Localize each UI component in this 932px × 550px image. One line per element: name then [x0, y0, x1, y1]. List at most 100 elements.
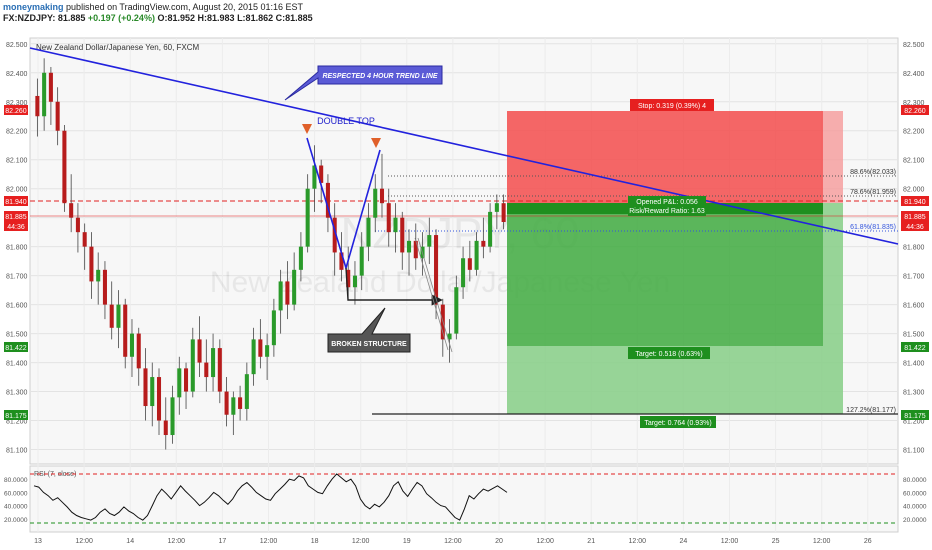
candle-body[interactable] [400, 217, 405, 253]
broken-structure-callout[interactable]: BROKEN STRUCTURE [327, 307, 411, 353]
candle-body[interactable] [136, 333, 141, 369]
target-zone-extension [823, 203, 843, 346]
candle-body[interactable] [82, 232, 87, 247]
candle-body[interactable] [298, 246, 303, 270]
projection-line-2 [417, 237, 453, 353]
candle-body[interactable] [386, 203, 391, 233]
candle-body[interactable] [143, 368, 148, 407]
candle-body[interactable] [292, 269, 297, 305]
y-tick-right: 81.100 [903, 448, 925, 455]
candle-body[interactable] [413, 240, 418, 259]
candle-body[interactable] [332, 217, 337, 253]
candle-body[interactable] [434, 235, 439, 305]
x-tick-label: 12:00 [75, 538, 93, 545]
candle-body[interactable] [373, 188, 378, 218]
projection-line-1 [414, 237, 449, 351]
y-axis-left[interactable]: 82.500 82.400 82.300 82.200 82.100 82.000 81.9… [6, 42, 28, 455]
candle-body[interactable] [271, 310, 276, 346]
candle-body[interactable] [258, 339, 263, 357]
candle-body[interactable] [474, 240, 479, 270]
candle-body[interactable] [224, 391, 229, 415]
candle-body[interactable] [454, 287, 459, 334]
y-tick-left: 81.100 [6, 448, 28, 455]
candle-body[interactable] [89, 246, 94, 282]
candle-body[interactable] [319, 165, 324, 183]
candle-body[interactable] [461, 258, 466, 288]
candle-body[interactable] [123, 304, 128, 357]
candle-body[interactable] [204, 362, 209, 378]
candle-body[interactable] [129, 333, 135, 357]
candle-body[interactable] [501, 203, 506, 223]
candle-body[interactable] [393, 217, 398, 233]
candle-body[interactable] [352, 275, 357, 288]
x-tick-label: 26 [864, 538, 872, 545]
candles[interactable] [35, 58, 506, 450]
candle-body[interactable] [305, 188, 310, 247]
candle-body[interactable] [244, 374, 249, 409]
target-zone[interactable] [507, 203, 823, 346]
candle-body[interactable] [170, 397, 175, 436]
candle-body[interactable] [251, 339, 256, 375]
candle-body[interactable] [231, 397, 236, 415]
candle-body[interactable] [366, 217, 371, 247]
candle-body[interactable] [359, 246, 364, 276]
candle-body[interactable] [427, 235, 432, 247]
candle-body[interactable] [217, 348, 222, 392]
y-tick-right: 81.300 [903, 390, 925, 397]
candle-body[interactable] [238, 397, 243, 409]
candle-body[interactable] [69, 203, 74, 218]
trend-line[interactable] [29, 47, 899, 245]
candle-body[interactable] [339, 252, 344, 270]
stop-zone[interactable] [507, 111, 823, 203]
candle-body[interactable] [211, 348, 216, 378]
y-axis-right[interactable]: 82.500 82.400 82.300 82.200 82.100 82.000 81.9… [903, 42, 925, 455]
candle-body[interactable] [177, 368, 182, 398]
candle-body[interactable] [346, 269, 351, 288]
rsi-line[interactable] [33, 473, 508, 521]
candle-body[interactable] [62, 130, 67, 204]
structure-arrow[interactable] [345, 267, 443, 306]
candle-body[interactable] [494, 203, 499, 212]
y-tick-left: 81.400 [6, 361, 28, 368]
y-tick-right: 81.600 [903, 303, 925, 310]
candle-body[interactable] [184, 368, 189, 392]
badge-target2-right: 81.175 [904, 413, 926, 420]
trend-line-callout[interactable]: RESPECTED 4 HOUR TREND LINE [284, 65, 443, 101]
candle-body[interactable] [467, 258, 472, 270]
candle-body[interactable] [488, 211, 493, 247]
candle-body[interactable] [42, 72, 47, 117]
candle-body[interactable] [285, 281, 290, 305]
candle-body[interactable] [481, 240, 486, 247]
y-tick-left: 81.500 [6, 332, 28, 339]
fib-618-label: 61.8%(81.835) [850, 224, 896, 231]
candle-body[interactable] [150, 377, 155, 407]
candle-body[interactable] [197, 339, 202, 363]
candle-body[interactable] [55, 101, 60, 131]
author-name[interactable]: moneymaking [3, 2, 64, 12]
x-axis[interactable]: 13 12:00 14 12:00 17 12:00 18 12:00 19 12:00 20 12:… [34, 538, 872, 545]
risk-reward-label: Risk/Reward Ratio: 1.63 [629, 208, 705, 215]
candle-body[interactable] [75, 217, 80, 233]
price-chart[interactable]: NZDJPY, 60 New Zealand Dollar/Japanese Y… [0, 24, 932, 550]
candle-body[interactable] [325, 182, 330, 218]
badges-left: 82.260 81.940 81.885 44:36 81.422 81.175 [4, 105, 28, 420]
candle-body[interactable] [406, 240, 412, 253]
candle-body[interactable] [96, 269, 101, 282]
symbol-label[interactable]: FX:NZDJPY [3, 13, 53, 23]
candle-body[interactable] [156, 377, 162, 421]
candle-body[interactable] [116, 304, 121, 328]
candle-body[interactable] [163, 420, 168, 436]
candle-body[interactable] [265, 345, 270, 357]
rsi-pane[interactable] [29, 465, 899, 533]
candle-body[interactable] [379, 188, 385, 204]
candle-body[interactable] [278, 281, 283, 311]
candle-body[interactable] [35, 95, 40, 117]
candle-body[interactable] [447, 333, 452, 340]
top-arrow-1-icon [302, 124, 312, 134]
candle-body[interactable] [48, 72, 53, 102]
candle-body[interactable] [312, 165, 317, 189]
candle-body[interactable] [102, 269, 107, 305]
candle-body[interactable] [109, 304, 114, 328]
candle-body[interactable] [190, 339, 195, 392]
y-tick-left: 82.400 [6, 71, 28, 78]
